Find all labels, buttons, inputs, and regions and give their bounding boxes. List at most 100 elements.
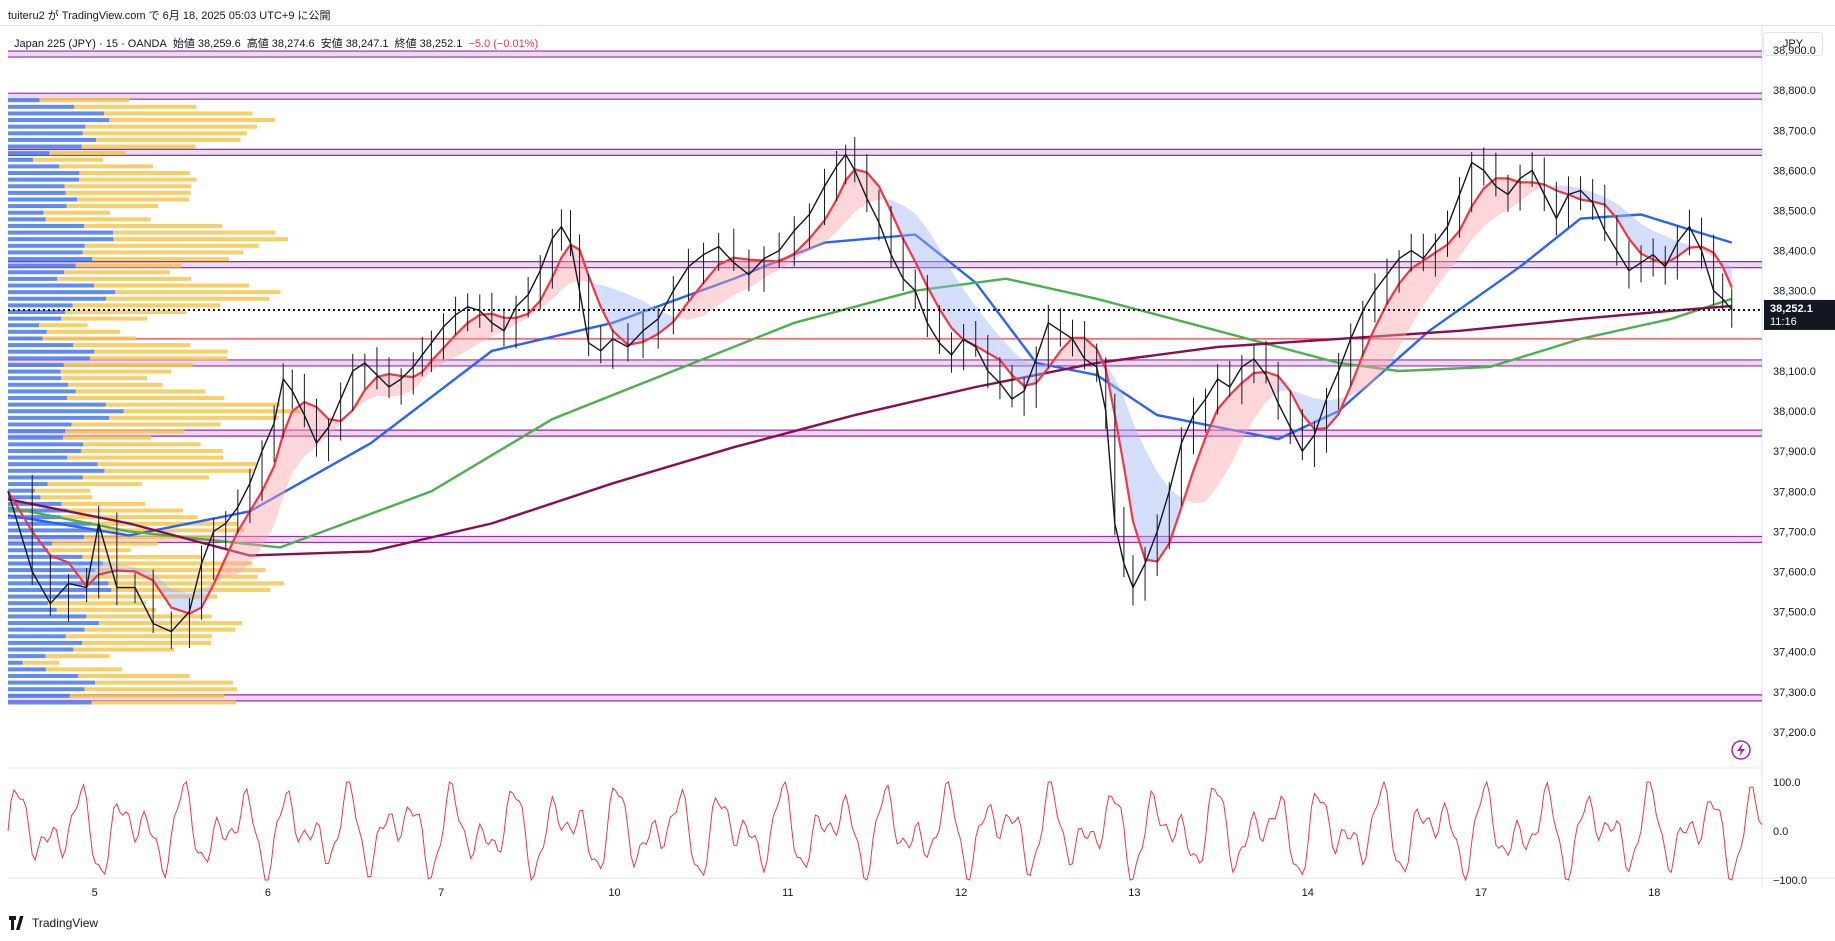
- price-tick-label: 37,300.0: [1773, 687, 1816, 699]
- level-band: [8, 694, 1762, 701]
- ma-cloud-segment: [1471, 188, 1484, 240]
- ma-cloud-segment: [748, 259, 764, 289]
- currency-button[interactable]: JPY: [1763, 32, 1823, 56]
- volume-profile-up-bar: [8, 382, 69, 387]
- price-tick-label: 37,800.0: [1773, 486, 1816, 498]
- volume-profile-down-bar: [113, 230, 276, 235]
- ma-cloud-segment: [703, 264, 719, 316]
- volume-profile-down-bar: [84, 687, 238, 692]
- volume-profile-up-bar: [8, 98, 40, 103]
- high-label: 高値: [246, 38, 269, 50]
- volume-profile-up-bar: [8, 389, 76, 394]
- ma-cloud-segment: [364, 377, 377, 402]
- volume-profile-down-bar: [66, 396, 225, 401]
- moving-average-line: [7, 304, 1732, 557]
- ma-cloud-segment: [422, 360, 432, 381]
- volume-profile-up-bar: [8, 303, 73, 308]
- price-tick-label: 37,900.0: [1773, 446, 1816, 458]
- level-band: [8, 149, 1762, 156]
- ma-cloud-segment: [1114, 378, 1124, 467]
- volume-profile-down-bar: [82, 640, 212, 645]
- volume-profile-up-bar: [8, 601, 49, 606]
- ma-cloud-segment: [845, 169, 855, 223]
- volume-profile-down-bar: [82, 250, 244, 255]
- top-divider: [0, 25, 1835, 26]
- volume-profile-up-bar: [8, 435, 63, 440]
- volume-profile-down-bar: [39, 98, 130, 103]
- volume-profile-down-bar: [95, 568, 266, 573]
- ma-cloud-segment: [1411, 260, 1424, 326]
- volume-profile-up-bar: [8, 495, 41, 500]
- change-value: −5.0 (−0.01%): [468, 38, 539, 50]
- ma-cloud-segment: [915, 213, 928, 287]
- ma-cloud-segment: [479, 313, 492, 344]
- volume-profile-down-bar: [98, 621, 243, 626]
- volume-profile-up-bar: [8, 356, 91, 361]
- volume-profile-down-bar: [91, 700, 236, 705]
- ma-cloud-segment: [903, 205, 916, 262]
- volume-profile-up-bar: [8, 349, 95, 354]
- last-price-tag: [1764, 299, 1835, 330]
- volume-profile-up-bar: [8, 640, 83, 645]
- ma-cloud-segment: [764, 260, 780, 279]
- level-band: [8, 261, 1762, 268]
- time-tick-label: 6: [265, 887, 271, 899]
- volume-profile-down-bar: [94, 349, 228, 354]
- ma-cloud-segment: [1145, 449, 1158, 562]
- ma-cloud-segment: [1326, 398, 1339, 429]
- volume-profile-up-bar: [8, 521, 92, 526]
- ma-cloud-segment: [1193, 437, 1206, 504]
- ma-cloud-segment: [1423, 252, 1436, 306]
- volume-profile-down-bar: [69, 693, 225, 698]
- volume-profile-down-bar: [109, 118, 276, 123]
- ma-cloud-segment: [1556, 185, 1569, 195]
- ma-cloud-segment: [455, 322, 468, 357]
- ma-cloud-segment: [688, 282, 704, 320]
- ma-cloud-segment: [1169, 488, 1182, 544]
- volume-profile-down-bar: [73, 647, 175, 652]
- volume-profile-down-bar: [59, 164, 154, 169]
- volume-profile-down-bar: [106, 296, 270, 301]
- volume-profile-up-bar: [8, 462, 98, 467]
- low-label: 安値: [320, 38, 343, 50]
- volume-profile-up-bar: [8, 667, 46, 672]
- volume-profile-down-bar: [48, 601, 146, 606]
- time-tick-label: 5: [92, 887, 98, 899]
- volume-profile-up-bar: [8, 515, 61, 520]
- volume-profile-down-bar: [94, 283, 250, 288]
- volume-profile-down-bar: [64, 309, 187, 314]
- price-tick-label: 38,100.0: [1773, 366, 1816, 378]
- ma-cloud-segment: [975, 305, 988, 353]
- price-tick-label: 38,900.0: [1773, 45, 1816, 57]
- volume-profile-down-bar: [63, 362, 193, 367]
- volume-profile-up-bar: [8, 554, 83, 559]
- level-band: [8, 430, 1762, 437]
- volume-profile-up-bar: [8, 157, 33, 162]
- alert-bolt-glyph: [1737, 743, 1745, 757]
- volume-profile-down-bar: [65, 429, 185, 434]
- ma-cloud-segment: [504, 317, 517, 331]
- volume-profile-down-bar: [32, 157, 104, 162]
- ma-cloud-segment: [612, 288, 628, 345]
- volume-profile-down-bar: [66, 204, 158, 209]
- ma-cloud-segment: [1362, 327, 1375, 391]
- ma-cloud-segment: [963, 289, 976, 346]
- alert-bolt-icon[interactable]: [1731, 740, 1751, 760]
- price-chart[interactable]: 38,900.0 38,800.0 38,700.0 38,600.0 38,500.0…: [0, 26, 1835, 916]
- ma-cloud-segment: [824, 199, 837, 243]
- symbol-name[interactable]: Japan 225 (JPY) · 15 · OANDA: [14, 38, 167, 50]
- volume-profile-down-bar: [56, 276, 192, 281]
- volume-profile-up-bar: [8, 621, 99, 626]
- ma-cloud-segment: [1616, 203, 1629, 239]
- volume-profile-up-bar: [8, 190, 66, 195]
- open-label: 始値: [172, 38, 195, 50]
- ma-cloud-segment: [552, 257, 562, 300]
- oscillator-tick-label: 100.0: [1773, 777, 1801, 789]
- volume-profile-down-bar: [84, 223, 223, 228]
- volume-profile-up-bar: [8, 568, 96, 573]
- volume-profile-down-bar: [82, 131, 248, 136]
- volume-profile-up-bar: [8, 548, 49, 553]
- ma-cloud-segment: [171, 588, 190, 614]
- high-value: 38,274.6: [271, 38, 315, 50]
- volume-profile-up-bar: [8, 223, 85, 228]
